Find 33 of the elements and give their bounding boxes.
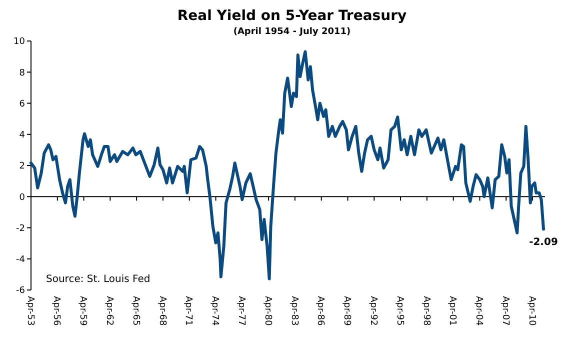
x-tick-label: Apr-89 bbox=[342, 296, 352, 326]
x-tick-label: Apr-65 bbox=[130, 296, 140, 326]
x-tick-label: Apr-71 bbox=[183, 296, 194, 326]
x-tick-label: Apr-86 bbox=[315, 296, 326, 326]
x-tick-label: Apr-77 bbox=[236, 296, 246, 326]
y-tick-label: 4 bbox=[19, 130, 26, 141]
x-tick-label: Apr-56 bbox=[51, 296, 62, 326]
y-tick-label: 6 bbox=[19, 99, 26, 110]
y-tick-label: -6 bbox=[16, 286, 26, 296]
chart-title: Real Yield on 5-Year Treasury bbox=[177, 8, 407, 24]
y-tick-label: 8 bbox=[19, 68, 26, 78]
y-tick-label: 2 bbox=[19, 162, 25, 172]
x-tick-label: Apr-59 bbox=[78, 296, 88, 326]
x-tick-label: Apr-62 bbox=[104, 296, 114, 326]
y-tick-label: 10 bbox=[14, 37, 26, 48]
x-tick-label: Apr-83 bbox=[288, 296, 299, 326]
x-tick-label: Apr-95 bbox=[394, 296, 404, 326]
y-tick-label: -2 bbox=[16, 224, 25, 234]
x-tick-label: Apr-10 bbox=[526, 296, 536, 326]
y-tick-label: 0 bbox=[19, 192, 26, 203]
x-tick-label: Apr-98 bbox=[420, 296, 431, 326]
x-tick-label: Apr-80 bbox=[262, 296, 272, 326]
x-tick-label: Apr-04 bbox=[474, 296, 484, 326]
x-tick-label: Apr-07 bbox=[500, 296, 510, 326]
x-tick-label: Apr-74 bbox=[210, 296, 220, 326]
y-tick-label: -4 bbox=[16, 255, 26, 266]
x-tick-label: Apr-53 bbox=[24, 296, 35, 326]
annotation: Source: St. Louis Fed bbox=[46, 274, 150, 285]
x-tick-label: Apr-68 bbox=[156, 296, 167, 326]
x-tick-label: Apr-92 bbox=[368, 296, 378, 326]
annotation: -2.09 bbox=[529, 237, 558, 248]
x-tick-label: Apr-01 bbox=[447, 296, 458, 326]
chart-subtitle: (April 1954 - July 2011) bbox=[233, 27, 351, 37]
